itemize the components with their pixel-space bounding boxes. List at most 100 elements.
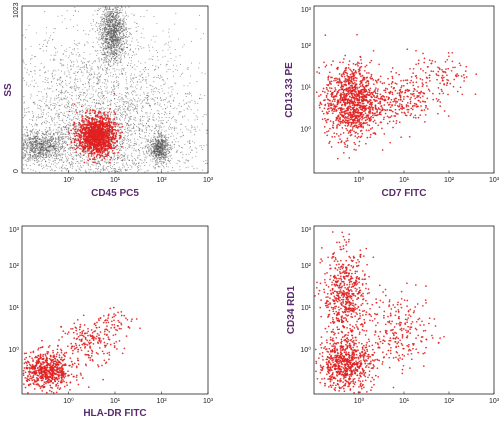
event-dot: [119, 38, 121, 40]
event-dot: [164, 137, 167, 139]
event-dot: [135, 27, 137, 29]
event-dot: [164, 140, 166, 142]
event-dot: [95, 165, 97, 167]
event-dot: [160, 133, 162, 135]
event-dot: [123, 104, 125, 106]
event-dot: [157, 130, 160, 132]
event-dot: [24, 111, 26, 113]
event-dot: [62, 142, 64, 144]
event-dot: [38, 150, 40, 152]
event-dot: [125, 39, 127, 41]
event-dot: [59, 131, 61, 133]
event-dot: [103, 27, 105, 29]
event-dot: [92, 41, 94, 43]
event-dot: [100, 89, 102, 91]
event-dot: [57, 148, 59, 150]
event-dot: [109, 34, 111, 36]
event-dot: [177, 38, 180, 40]
event-dot: [102, 101, 105, 103]
event-dot: [132, 162, 134, 164]
event-dot: [114, 9, 117, 11]
event-dot: [163, 134, 165, 136]
event-dot: [68, 115, 70, 117]
event-dot: [120, 70, 123, 72]
event-dot: [152, 91, 154, 93]
event-dot: [48, 151, 50, 153]
event-dot: [116, 18, 119, 20]
event-dot: [109, 113, 111, 115]
event-dot: [58, 96, 60, 98]
event-dot: [87, 34, 89, 36]
event-dot: [105, 38, 107, 40]
event-dot: [106, 13, 108, 15]
event-dot: [128, 105, 130, 107]
event-dot: [113, 54, 116, 56]
event-dot: [159, 159, 161, 161]
event-dot: [107, 31, 109, 33]
event-dot: [140, 86, 142, 88]
event-dot: [152, 89, 154, 91]
event-dot: [171, 157, 173, 159]
event-dot: [138, 136, 141, 138]
event-dot: [154, 161, 156, 163]
event-dot: [56, 145, 58, 147]
event-dot: [180, 146, 182, 148]
event-dot: [189, 140, 191, 142]
event-dot: [108, 35, 111, 37]
event-dot: [162, 30, 164, 32]
event-dot: [48, 136, 50, 138]
event-dot: [45, 104, 47, 106]
event-dot: [121, 157, 123, 159]
event-dot: [37, 107, 39, 109]
event-dot: [35, 129, 37, 131]
event-dot: [113, 45, 115, 48]
event-dot: [151, 145, 153, 147]
event-dot: [54, 97, 56, 99]
event-dot: [79, 113, 81, 115]
event-dot: [107, 157, 109, 159]
event-dot: [165, 155, 167, 157]
event-dot: [124, 15, 126, 17]
event-dot: [151, 160, 153, 162]
event-dot: [105, 23, 108, 25]
event-dot: [117, 39, 119, 42]
event-dot: [109, 7, 111, 10]
event-dot: [156, 141, 158, 143]
event-dot: [141, 110, 143, 112]
event-dot: [57, 144, 60, 146]
event-dot: [129, 125, 131, 127]
event-dot: [115, 169, 117, 171]
event-dot: [125, 41, 127, 43]
event-dot: [22, 146, 24, 148]
event-dot: [145, 162, 148, 164]
event-dot: [97, 108, 99, 110]
event-dot: [155, 163, 157, 165]
event-dot: [76, 123, 78, 125]
event-dot: [118, 33, 120, 35]
event-dot: [87, 81, 90, 83]
event-dot: [144, 62, 146, 64]
event-dot: [147, 140, 149, 142]
event-dot: [139, 71, 141, 73]
event-dot: [51, 157, 53, 159]
event-dot: [86, 94, 88, 97]
event-dot: [167, 142, 169, 144]
event-dot: [119, 111, 121, 113]
event-dot: [35, 32, 37, 34]
event-dot: [52, 59, 54, 61]
event-dot: [163, 80, 165, 82]
event-dot: [99, 24, 101, 26]
event-dot: [139, 99, 141, 101]
event-dot: [184, 162, 186, 164]
event-dot: [103, 103, 105, 105]
event-dot: [157, 143, 160, 145]
event-dot: [143, 137, 145, 139]
event-dot: [25, 149, 27, 151]
event-dot: [152, 138, 154, 140]
event-dot: [161, 138, 163, 140]
event-dot: [32, 162, 34, 164]
event-dot: [140, 109, 143, 111]
event-dot: [77, 65, 80, 67]
event-dot: [121, 143, 123, 145]
event-dot: [118, 169, 120, 171]
